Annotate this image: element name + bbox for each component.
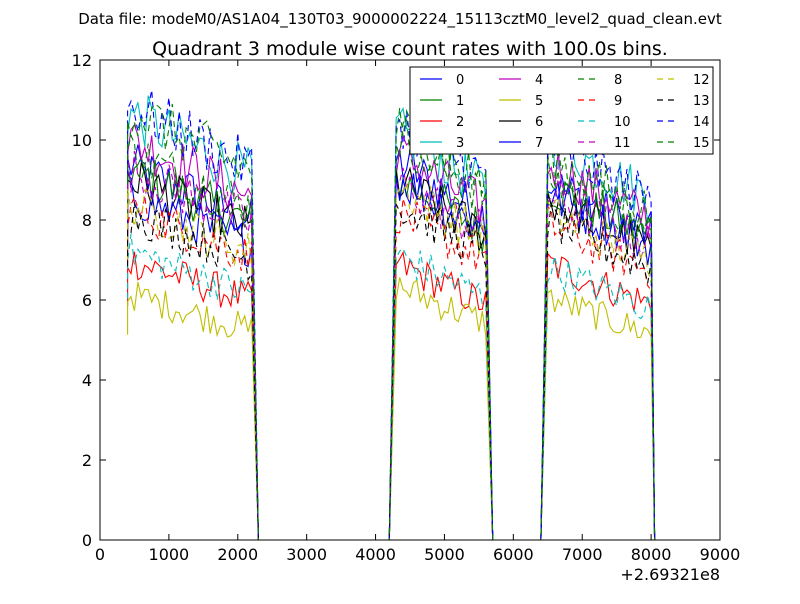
series-line-4 bbox=[127, 123, 656, 540]
series-line-12 bbox=[127, 181, 656, 540]
x-tick-label: 7000 bbox=[562, 545, 603, 564]
legend-label-7: 7 bbox=[535, 136, 543, 151]
legend-label-11: 11 bbox=[614, 136, 631, 151]
y-tick-label: 12 bbox=[72, 51, 92, 70]
series-line-13 bbox=[127, 202, 656, 540]
y-tick-label: 4 bbox=[82, 371, 92, 390]
chart-suptitle: Data file: modeM0/AS1A04_130T03_90000022… bbox=[78, 10, 722, 29]
legend-label-13: 13 bbox=[693, 94, 710, 109]
y-tick-label: 10 bbox=[72, 131, 92, 150]
y-tick-label: 2 bbox=[82, 451, 92, 470]
legend-label-2: 2 bbox=[456, 115, 464, 130]
x-tick-label: 5000 bbox=[424, 545, 465, 564]
legend-label-6: 6 bbox=[535, 115, 543, 130]
x-tick-label: 2000 bbox=[217, 545, 258, 564]
series-line-15 bbox=[127, 103, 656, 540]
legend-box bbox=[409, 66, 714, 155]
series-line-8 bbox=[127, 117, 656, 540]
x-tick-label: 9000 bbox=[700, 545, 741, 564]
x-tick-label: 1000 bbox=[149, 545, 190, 564]
legend-label-3: 3 bbox=[456, 136, 464, 151]
x-tick-label: 4000 bbox=[355, 545, 396, 564]
y-tick-label: 6 bbox=[82, 291, 92, 310]
chart-title: Quadrant 3 module wise count rates with … bbox=[152, 38, 668, 60]
series-line-9 bbox=[127, 195, 656, 540]
x-tick-label: 8000 bbox=[631, 545, 672, 564]
series-line-11 bbox=[127, 150, 656, 540]
axis-ticks: 0 1000 2000 3000 4000 5000 6000 7000 8000 9000 0 2 4… bbox=[72, 51, 741, 564]
legend-label-0: 0 bbox=[456, 73, 464, 88]
x-axis-offset-label: +2.69321e8 bbox=[620, 565, 720, 584]
legend-label-9: 9 bbox=[614, 94, 622, 109]
legend-label-1: 1 bbox=[456, 94, 464, 109]
x-tick-label: 0 bbox=[95, 545, 105, 564]
legend-label-12: 12 bbox=[693, 73, 710, 88]
legend-label-5: 5 bbox=[535, 94, 543, 109]
series-line-5 bbox=[127, 277, 656, 540]
plot-area bbox=[127, 89, 656, 540]
legend-label-10: 10 bbox=[614, 115, 631, 130]
x-tick-label: 3000 bbox=[286, 545, 327, 564]
y-tick-label: 8 bbox=[82, 211, 92, 230]
series-line-10 bbox=[127, 233, 656, 540]
y-tick-label: 0 bbox=[82, 531, 92, 550]
legend-label-4: 4 bbox=[535, 73, 543, 88]
legend-label-8: 8 bbox=[614, 73, 622, 88]
legend-label-14: 14 bbox=[693, 115, 710, 130]
series-line-14 bbox=[127, 89, 656, 540]
x-tick-label: 6000 bbox=[493, 545, 534, 564]
series-line-7 bbox=[127, 171, 656, 540]
legend-label-15: 15 bbox=[693, 136, 710, 151]
